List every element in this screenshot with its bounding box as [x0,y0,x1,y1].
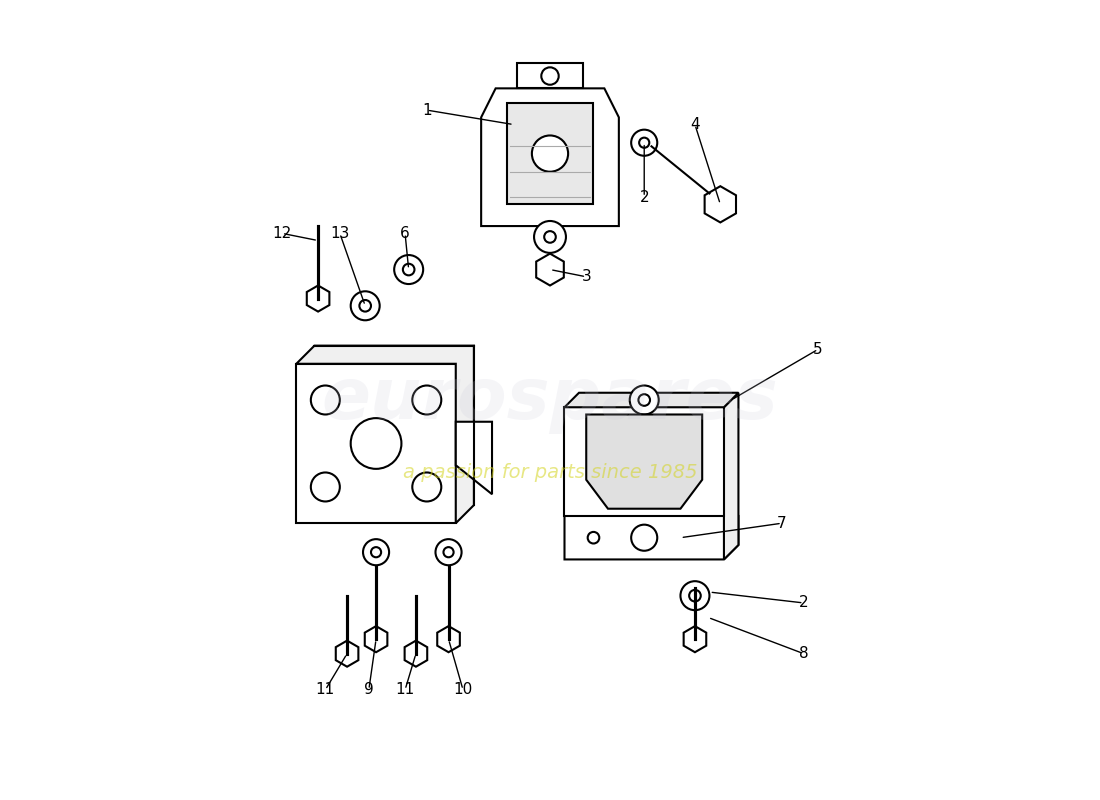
Text: a passion for parts since 1985: a passion for parts since 1985 [403,463,697,482]
Circle shape [436,539,462,566]
Circle shape [403,264,415,275]
Text: eurospares: eurospares [321,366,779,434]
Circle shape [360,300,371,311]
Text: 11: 11 [395,682,415,698]
Circle shape [681,581,710,610]
Text: 2: 2 [799,595,808,610]
Circle shape [412,386,441,414]
Polygon shape [437,626,460,652]
Circle shape [631,525,658,550]
Circle shape [690,590,701,602]
Text: 13: 13 [330,226,350,241]
Polygon shape [705,186,736,222]
Polygon shape [455,422,492,494]
Circle shape [311,473,340,502]
Circle shape [638,394,650,406]
Circle shape [443,547,453,558]
Polygon shape [296,346,474,523]
Text: 1: 1 [422,102,431,118]
Polygon shape [405,641,427,666]
Circle shape [351,291,380,320]
Text: 7: 7 [777,516,786,530]
Polygon shape [564,393,738,407]
Circle shape [394,255,424,284]
Text: 3: 3 [582,270,591,284]
Circle shape [412,473,441,502]
Polygon shape [684,626,706,652]
Circle shape [544,231,556,242]
Text: 10: 10 [453,682,473,698]
Circle shape [629,386,659,414]
Text: 11: 11 [316,682,336,698]
Circle shape [631,130,658,156]
Polygon shape [481,88,619,226]
Polygon shape [536,254,564,286]
Polygon shape [365,626,387,652]
Circle shape [363,539,389,566]
Text: 2: 2 [639,190,649,205]
Polygon shape [307,286,329,311]
Polygon shape [564,407,724,516]
Polygon shape [724,393,738,559]
Text: 5: 5 [813,342,823,357]
Circle shape [535,221,565,253]
Circle shape [532,135,568,172]
Polygon shape [564,516,738,559]
Polygon shape [517,63,583,88]
Circle shape [371,547,381,558]
Text: 6: 6 [400,226,410,241]
Text: 8: 8 [799,646,808,661]
Text: 9: 9 [364,682,374,698]
Text: 4: 4 [690,117,700,132]
Polygon shape [586,414,702,509]
Circle shape [587,532,600,543]
Polygon shape [336,641,359,666]
Circle shape [639,138,649,148]
Text: 12: 12 [272,226,292,241]
Polygon shape [506,103,594,204]
Polygon shape [296,364,455,523]
Circle shape [541,67,559,85]
Circle shape [311,386,340,414]
Circle shape [351,418,402,469]
